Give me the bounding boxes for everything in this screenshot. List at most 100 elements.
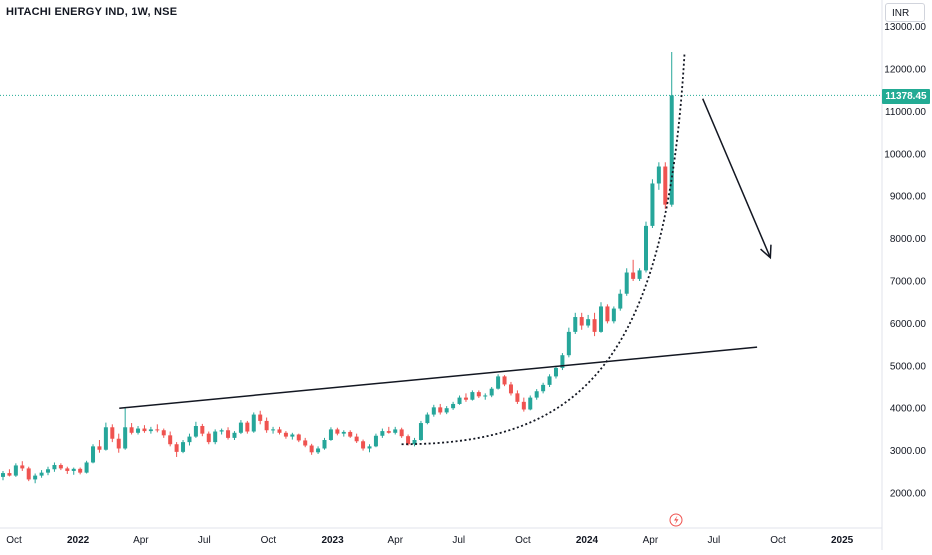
candle [213, 429, 218, 445]
candle [502, 375, 507, 387]
candle [91, 444, 96, 464]
candle [296, 433, 301, 443]
candle-body [425, 414, 430, 424]
candle-body [251, 414, 256, 432]
candle [489, 387, 494, 398]
candle-body [232, 432, 237, 438]
candle-body [181, 442, 186, 452]
candle [412, 437, 417, 447]
candle-body [258, 414, 263, 421]
candle-body [142, 428, 147, 432]
candle-body [97, 446, 102, 450]
candle-body [566, 331, 571, 356]
candle-body [78, 468, 83, 473]
x-tick-label: Jul [707, 535, 720, 546]
candle-body [438, 407, 443, 413]
last-price-label: 11378.45 [882, 89, 930, 104]
candle [78, 467, 83, 475]
candle [251, 412, 256, 433]
candle [155, 424, 160, 433]
candle [264, 417, 269, 433]
candle-body [91, 446, 96, 463]
candle-body [264, 420, 269, 431]
candle-body [547, 376, 552, 385]
y-tick-label: 2000.00 [890, 489, 927, 500]
y-tick-label: 11000.00 [885, 107, 926, 118]
candle [560, 353, 565, 371]
x-tick-label: Oct [6, 535, 22, 546]
candle [290, 432, 295, 440]
candle [457, 395, 462, 405]
candle-body [631, 272, 636, 279]
candle-body [26, 468, 31, 480]
candle [168, 431, 173, 447]
candle [650, 179, 655, 228]
candle [303, 437, 308, 448]
candle-body [46, 469, 51, 473]
candle [361, 439, 366, 451]
x-tick-label: Jul [452, 535, 465, 546]
candle-body [290, 434, 295, 437]
candle-body [296, 434, 301, 441]
candle [348, 430, 353, 438]
candle-body [328, 429, 333, 440]
candle [245, 420, 250, 434]
candle [97, 440, 102, 453]
candle [142, 425, 147, 433]
candle-body [637, 270, 642, 279]
candle [528, 395, 533, 411]
candle [476, 390, 481, 399]
candle [444, 406, 449, 415]
candle-body [322, 440, 327, 449]
candle-body [71, 468, 76, 471]
candle-body [669, 95, 674, 205]
candle-body [534, 391, 539, 398]
x-tick-label: Apr [388, 535, 404, 546]
candle-body [496, 376, 501, 389]
candle [553, 365, 558, 379]
candle [438, 403, 443, 415]
candle [669, 52, 674, 207]
candle [258, 410, 263, 425]
candle [547, 374, 552, 387]
candle-body [110, 427, 115, 439]
y-tick-label: 7000.00 [890, 277, 927, 288]
candle-body [470, 392, 475, 400]
currency-button[interactable]: INR [885, 3, 925, 22]
candle-body [129, 427, 134, 433]
candle [161, 428, 166, 438]
candle [341, 430, 346, 437]
candle-body [476, 392, 481, 397]
candle-body [541, 384, 546, 392]
candle [618, 289, 623, 311]
x-tick-label: 2024 [576, 535, 599, 546]
dividend-flash-icon [669, 513, 683, 527]
candle-body [412, 440, 417, 445]
candle [193, 421, 198, 438]
candle-body [598, 306, 603, 332]
candle [174, 442, 179, 457]
candle-body [7, 473, 12, 476]
candle-body [528, 397, 533, 410]
candle [322, 437, 327, 450]
candle-body [116, 438, 121, 449]
candle [598, 302, 603, 333]
candle [328, 427, 333, 441]
candle-body [226, 430, 231, 438]
candle [219, 428, 224, 435]
candle-body [245, 422, 250, 432]
candle-body [618, 293, 623, 309]
candle-body [418, 423, 423, 440]
candle-body [341, 431, 346, 434]
candle-body [451, 403, 456, 409]
candle-body [33, 475, 38, 480]
candle-body [219, 430, 224, 432]
candle [20, 461, 25, 471]
candle [116, 433, 121, 453]
candle-body [579, 317, 584, 326]
candle-body [155, 429, 160, 431]
candle [277, 426, 282, 435]
